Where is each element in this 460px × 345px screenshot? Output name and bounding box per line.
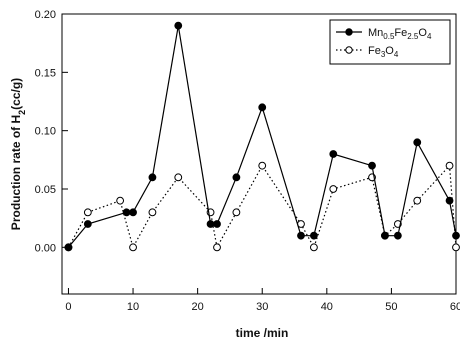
data-point-fe3o4 (445, 161, 454, 170)
data-point-mn-ferrite (64, 243, 73, 252)
y-axis-label: Production rate of H2(cc/g) (9, 78, 27, 230)
x-tick-label: 20 (192, 301, 204, 313)
data-point-fe3o4 (258, 161, 267, 170)
x-tick-label: 50 (385, 301, 397, 313)
data-point-fe3o4 (452, 243, 460, 252)
y-axis-label-sub: 2 (17, 110, 27, 115)
series-layer (64, 21, 460, 252)
data-point-mn-ferrite (258, 103, 267, 112)
data-point-fe3o4 (329, 185, 338, 193)
data-point-mn-ferrite (213, 220, 221, 228)
data-point-fe3o4 (213, 243, 221, 252)
x-tick-label: 10 (127, 301, 139, 313)
y-tick-label: 0.20 (35, 9, 56, 21)
data-point-fe3o4 (148, 208, 157, 217)
x-tick-label: 0 (65, 301, 71, 313)
x-axis-ticks: 0 10 20 30 40 50 60 (65, 288, 460, 313)
y-axis-ticks: 0.00 0.05 0.10 0.15 0.20 (35, 9, 68, 254)
x-tick-label: 60 (450, 301, 460, 313)
data-point-fe3o4 (116, 196, 125, 205)
data-point-mn-ferrite (148, 173, 157, 182)
x-tick-label: 30 (256, 301, 268, 313)
data-point-mn-ferrite (445, 196, 454, 205)
data-point-mn-ferrite (297, 231, 305, 240)
data-point-mn-ferrite (452, 231, 460, 240)
data-point-mn-ferrite (122, 208, 131, 217)
data-point-mn-ferrite (393, 231, 402, 240)
x-tick-label: 40 (321, 301, 333, 313)
legend-marker (345, 46, 353, 54)
legend-box (329, 19, 451, 65)
data-point-mn-ferrite (232, 173, 241, 182)
data-point-mn-ferrite (174, 21, 183, 30)
y-axis-label-main: Production rate of H (9, 115, 23, 230)
data-point-fe3o4 (174, 173, 183, 182)
data-point-mn-ferrite (310, 231, 318, 240)
y-tick-label: 0.05 (35, 184, 56, 196)
y-tick-label: 0.10 (35, 126, 56, 138)
data-point-mn-ferrite (129, 208, 137, 217)
x-axis-label: time /min (236, 326, 289, 340)
legend: Mn0.5Fe2.5O4 Fe3O4 (329, 19, 451, 65)
legend-marker (345, 28, 353, 36)
data-point-fe3o4 (129, 243, 137, 252)
data-point-fe3o4 (232, 208, 241, 217)
data-point-mn-ferrite (381, 231, 389, 240)
legend-items: Mn0.5Fe2.5O4 Fe3O4 (336, 27, 432, 59)
legend-label: Mn0.5Fe2.5O4 (368, 27, 432, 41)
data-point-mn-ferrite (413, 138, 422, 147)
data-point-mn-ferrite (368, 161, 376, 170)
legend-label: Fe3O4 (368, 45, 399, 59)
data-point-fe3o4 (310, 243, 318, 252)
data-point-fe3o4 (83, 208, 92, 217)
data-point-mn-ferrite (206, 220, 215, 228)
plot-frame (61, 13, 457, 295)
data-point-mn-ferrite (329, 150, 338, 158)
y-tick-label: 0.15 (35, 67, 56, 79)
y-axis-label-tail: (cc/g) (9, 78, 23, 110)
data-point-fe3o4 (413, 196, 422, 205)
y-tick-label: 0.00 (35, 242, 56, 254)
data-point-mn-ferrite (83, 220, 92, 228)
